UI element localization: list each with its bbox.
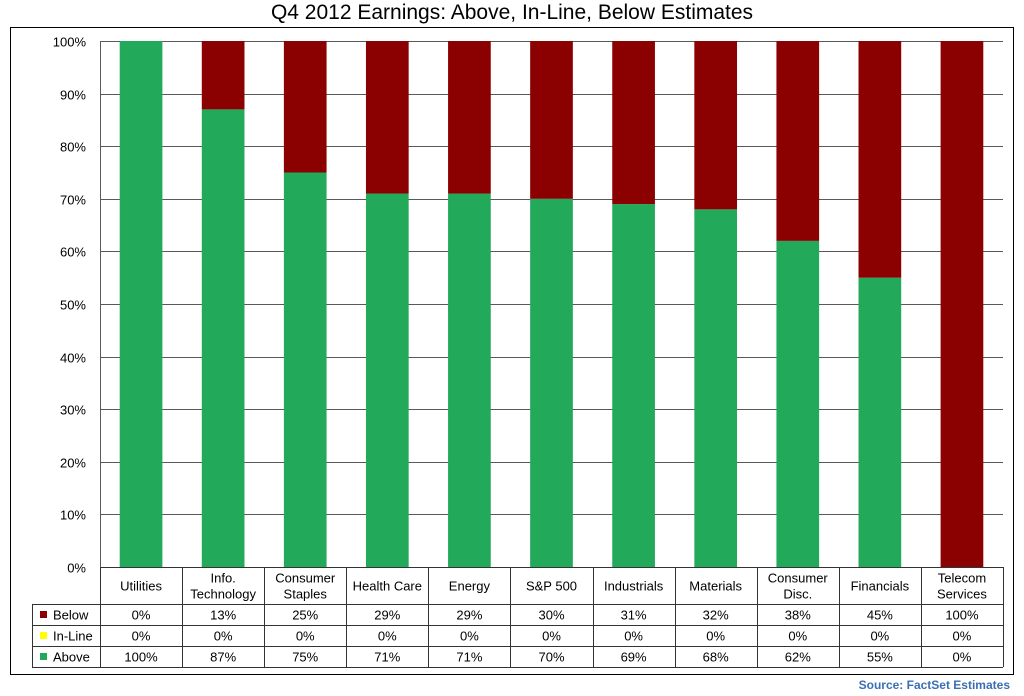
data-label: 0% (214, 629, 233, 644)
data-label: 0% (624, 629, 643, 644)
y-tick-label: 0% (67, 561, 86, 576)
data-label: 55% (867, 650, 893, 665)
y-tick-label: 70% (60, 193, 86, 208)
data-label: 31% (621, 608, 647, 623)
x-tick-label: Consumer (768, 571, 829, 586)
data-label: 0% (132, 629, 151, 644)
bar-below (365, 41, 409, 194)
data-label: 0% (706, 629, 725, 644)
data-label: 38% (785, 608, 811, 623)
bar-below (201, 41, 245, 110)
data-label: 0% (296, 629, 315, 644)
legend-label: In-Line (53, 629, 93, 644)
bar-above (530, 198, 573, 568)
bar-above (201, 109, 245, 567)
y-tick-label: 80% (60, 140, 86, 155)
y-tick-label: 20% (60, 456, 86, 471)
x-tick-label: Technology (190, 587, 256, 602)
data-label: 0% (788, 629, 807, 644)
legend-key-in-line (40, 632, 47, 639)
data-label: 13% (210, 608, 236, 623)
y-tick-label: 10% (60, 508, 86, 523)
bar-above (776, 240, 820, 567)
data-label: 0% (460, 629, 479, 644)
bar-above (448, 193, 491, 568)
data-label: 69% (621, 650, 647, 665)
x-tick-label: Industrials (604, 579, 664, 594)
chart-frame (10, 27, 1014, 675)
data-label: 100% (124, 650, 158, 665)
legend-label: Above (53, 650, 90, 665)
data-label: 71% (374, 650, 400, 665)
y-tick-label: 30% (60, 403, 86, 418)
x-tick-label: Services (937, 587, 987, 602)
bar-above (365, 193, 409, 568)
x-tick-label: Consumer (275, 571, 336, 586)
bar-below (776, 41, 820, 241)
bar-below (530, 41, 573, 199)
data-label: 62% (785, 650, 811, 665)
y-tick-label: 40% (60, 351, 86, 366)
data-label: 45% (867, 608, 893, 623)
legend-label: Below (53, 608, 89, 623)
x-tick-label: Health Care (353, 579, 422, 594)
x-tick-label: Disc. (783, 587, 812, 602)
x-tick-label: Utilities (120, 579, 162, 594)
x-tick-label: Materials (689, 579, 742, 594)
data-label: 30% (538, 608, 564, 623)
x-tick-label: Telecom (938, 571, 986, 586)
x-tick-label: Energy (449, 579, 491, 594)
bar-below (858, 41, 902, 278)
x-tick-label: S&P 500 (526, 579, 577, 594)
bar-above (283, 172, 327, 567)
y-tick-label: 100% (53, 35, 87, 50)
data-label: 0% (953, 629, 972, 644)
bar-below (694, 41, 738, 210)
bar-above (694, 209, 738, 567)
bar-below (940, 41, 984, 567)
bar-below (283, 41, 327, 173)
data-label: 87% (210, 650, 236, 665)
data-label: 25% (292, 608, 318, 623)
x-tick-label: Staples (284, 587, 328, 602)
data-label: 29% (374, 608, 400, 623)
data-label: 32% (703, 608, 729, 623)
data-label: 29% (456, 608, 482, 623)
y-tick-label: 90% (60, 88, 86, 103)
data-label: 100% (945, 608, 979, 623)
data-label: 75% (292, 650, 318, 665)
bar-above (612, 204, 655, 567)
data-label: 70% (538, 650, 564, 665)
legend-key-above (40, 653, 47, 660)
data-label: 0% (870, 629, 889, 644)
chart-title: Q4 2012 Earnings: Above, In-Line, Below … (270, 1, 754, 24)
data-label: 0% (953, 650, 972, 665)
data-label: 0% (542, 629, 561, 644)
data-label: 68% (703, 650, 729, 665)
bar-below (612, 41, 655, 205)
source-note: Source: FactSet Estimates (858, 678, 1010, 692)
bar-below (448, 41, 491, 194)
data-label: 0% (132, 608, 151, 623)
data-label: 71% (456, 650, 482, 665)
x-tick-label: Financials (851, 579, 910, 594)
legend-key-below (40, 611, 47, 618)
y-tick-label: 50% (60, 298, 86, 313)
x-tick-label: Info. (210, 571, 235, 586)
bar-above (119, 41, 163, 567)
y-tick-label: 60% (60, 245, 86, 260)
data-label: 0% (378, 629, 397, 644)
bar-above (858, 277, 902, 567)
